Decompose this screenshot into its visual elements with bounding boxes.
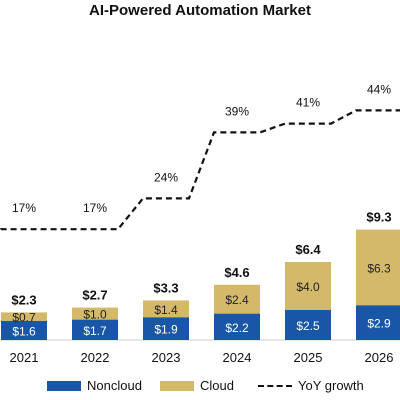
growth-label-2022: 17% [83,201,107,215]
bar-cloud-2026 [356,229,400,306]
total-label-2026: $9.3 [366,210,391,225]
data-label-noncloud-2024: $2.2 [225,321,249,335]
legend-item-noncloud: Noncloud [47,378,142,393]
bar-cloud-2022 [72,307,118,320]
growth-label-2024: 39% [225,104,249,118]
growth-label-2021: 17% [12,201,36,215]
data-label-cloud-2024: $2.4 [225,293,249,307]
bar-noncloud-2021 [1,320,47,340]
yoy-growth-line [0,109,400,232]
x-tick-label-2025: 2025 [294,350,323,365]
bar-cloud-2021 [1,312,47,321]
bar-noncloud-2024 [214,313,260,340]
data-label-noncloud-2023: $1.9 [154,323,178,337]
data-label-noncloud-2021: $1.6 [12,324,36,338]
data-label-cloud-2025: $4.0 [296,280,320,294]
legend-swatch-cloud [160,380,194,391]
data-label-noncloud-2026: $2.9 [367,317,391,331]
bar-cloud-2023 [143,300,189,318]
total-label-2023: $3.3 [153,280,178,295]
x-tick-label-2024: 2024 [223,350,252,365]
bar-noncloud-2023 [143,317,189,340]
legend-label-cloud: Cloud [200,378,234,393]
bar-noncloud-2025 [285,310,331,340]
data-label-cloud-2026: $6.3 [367,261,391,275]
data-label-noncloud-2022: $1.7 [83,324,107,338]
bar-noncloud-2026 [356,305,400,340]
legend-item-growth: YoY growth [258,378,364,393]
x-tick-label-2023: 2023 [152,350,181,365]
x-tick-label-2021: 2021 [10,350,39,365]
growth-label-2025: 41% [296,96,320,110]
legend-swatch-noncloud [47,380,81,391]
growth-label-2023: 24% [154,170,178,184]
chart-title: AI-Powered Automation Market [89,2,311,19]
total-label-2024: $4.6 [224,265,249,280]
data-label-cloud-2022: $1.0 [83,308,107,322]
total-label-2025: $6.4 [295,242,321,257]
legend-swatch-growth [258,384,292,387]
growth-label-2026: 44% [367,82,391,96]
x-tick-label-2026: 2026 [365,350,394,365]
legend: Noncloud Cloud YoY growth [0,378,400,398]
data-label-cloud-2021: $0.7 [12,311,36,325]
total-label-2022: $2.7 [82,288,107,303]
x-tick-label-2022: 2022 [81,350,110,365]
total-label-2021: $2.3 [11,292,36,307]
bar-noncloud-2022 [72,319,118,340]
bar-cloud-2024 [214,284,260,314]
bar-cloud-2025 [285,262,331,310]
legend-label-growth: YoY growth [298,378,364,393]
legend-item-cloud: Cloud [160,378,234,393]
legend-label-noncloud: Noncloud [87,378,142,393]
data-label-noncloud-2025: $2.5 [296,319,320,333]
data-label-cloud-2023: $1.4 [154,303,178,317]
